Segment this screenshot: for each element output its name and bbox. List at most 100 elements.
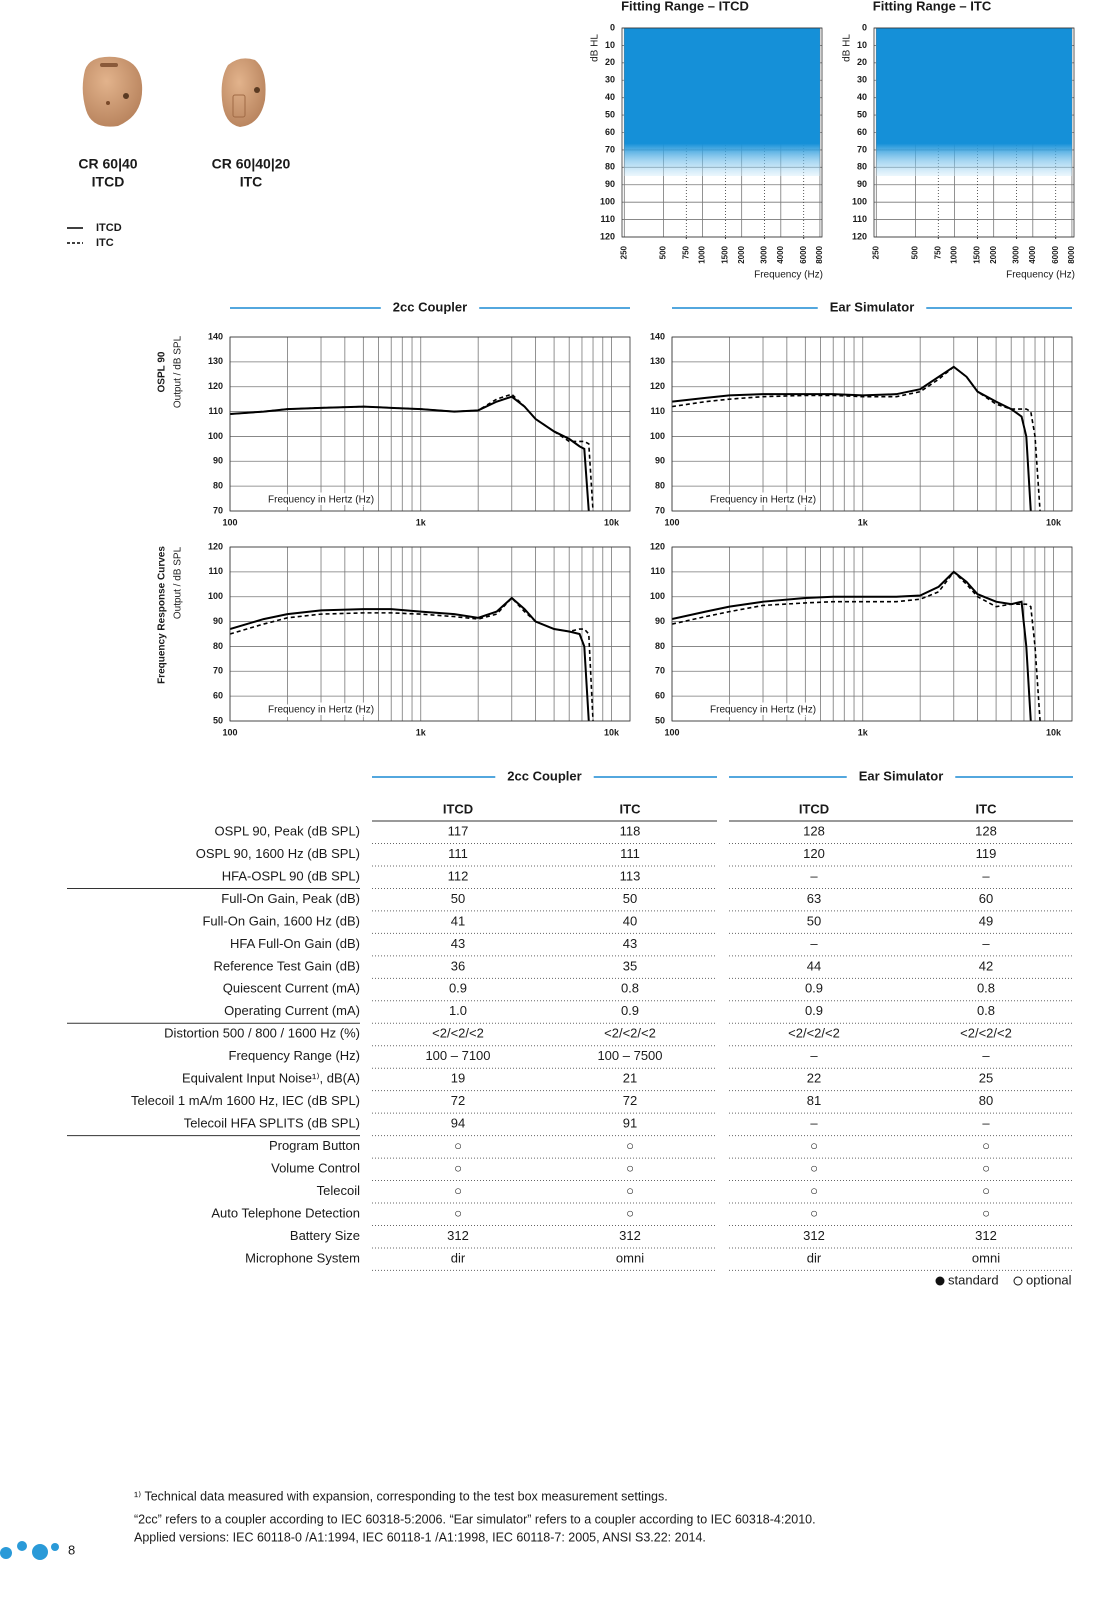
chart [671, 546, 1073, 722]
cell: 111 [620, 846, 640, 861]
product-model: CR 60|40 [78, 156, 137, 172]
y-tick-label: 50 [655, 715, 665, 725]
x-tick-label: 4000 [776, 245, 785, 263]
row-label: Telecoil [317, 1183, 360, 1198]
cell: 50 [623, 891, 637, 906]
x-tick-label: 4000 [1028, 245, 1037, 263]
cell: 0.8 [977, 981, 995, 996]
cell: – [810, 868, 818, 883]
cell: ○ [982, 1138, 990, 1153]
x-tick-label: 1k [858, 517, 869, 527]
plot-frame [621, 27, 823, 238]
cell: ○ [454, 1183, 462, 1198]
cell: 312 [447, 1228, 469, 1243]
cell: ○ [810, 1160, 818, 1175]
page-number: 8 [68, 1542, 75, 1557]
cell: ○ [454, 1160, 462, 1175]
cell: – [810, 936, 818, 951]
row-label: OSPL 90, 1600 Hz (dB SPL) [196, 846, 360, 861]
cell: 91 [623, 1116, 637, 1131]
product-style: ITC [240, 174, 263, 190]
cell: 0.8 [977, 1003, 995, 1018]
side-axis-label: Output / dB SPL [173, 546, 184, 619]
plot-frame [671, 546, 1073, 722]
cell: 312 [803, 1228, 825, 1243]
x-tick-label: 10k [604, 517, 620, 527]
x-tick-label: 500 [911, 245, 920, 259]
y-tick-label: 90 [655, 456, 665, 466]
row-label: Reference Test Gain (dB) [214, 958, 360, 973]
x-tick-label: 2000 [737, 245, 746, 263]
fitting-range-area [624, 28, 820, 177]
y-tick-label: 60 [605, 127, 615, 137]
chart-title: Fitting Range – ITCD [621, 0, 749, 13]
y-tick-label: 20 [605, 57, 615, 67]
x-tick-label: 1000 [698, 245, 707, 263]
cell: 19 [451, 1071, 465, 1086]
y-tick-label: 80 [605, 162, 615, 172]
y-tick-label: 20 [857, 57, 867, 67]
cell: 81 [807, 1093, 821, 1108]
y-tick-label: 100 [650, 591, 665, 601]
cell: ○ [810, 1183, 818, 1198]
cell: 312 [975, 1228, 997, 1243]
section-header: Ear Simulator [830, 299, 915, 314]
x-tick-label: 8000 [815, 245, 824, 263]
cell: 60 [979, 891, 993, 906]
cell: <2/<2/<2 [788, 1026, 840, 1041]
cell: <2/<2/<2 [960, 1026, 1012, 1041]
x-tick-label: 100 [222, 727, 237, 737]
row-label: Microphone System [245, 1250, 360, 1265]
y-tick-label: 0 [610, 22, 615, 32]
x-tick-label: 10k [604, 727, 620, 737]
cell: 128 [803, 823, 825, 838]
cell: 72 [451, 1093, 465, 1108]
x-tick-label: 10k [1046, 727, 1062, 737]
y-tick-label: 110 [208, 406, 223, 416]
cell: 41 [451, 913, 465, 928]
y-tick-label: 140 [650, 331, 665, 341]
y-axis-label: dB HL [842, 34, 853, 62]
cell: 21 [623, 1071, 637, 1086]
x-tick-label: 750 [681, 245, 690, 259]
chart-title: Fitting Range – ITC [873, 0, 992, 13]
y-tick-label: 10 [857, 40, 867, 50]
row-label: HFA-OSPL 90 (dB SPL) [222, 868, 360, 883]
y-tick-label: 80 [213, 641, 223, 651]
cell: 0.9 [449, 981, 467, 996]
row-label: Battery Size [290, 1228, 360, 1243]
y-axis-label: dB HL [590, 34, 601, 62]
legend-symbol [1013, 1276, 1023, 1286]
cell: – [982, 1116, 990, 1131]
cell: 112 [448, 868, 469, 883]
annotation: Frequency in Hertz (Hz) [268, 495, 374, 506]
y-tick-label: 80 [213, 481, 223, 491]
y-tick-label: 100 [208, 591, 223, 601]
row-label: Operating Current (mA) [224, 1003, 360, 1018]
footnote: ¹⁾ Technical data measured with expansio… [134, 1489, 668, 1503]
row-label: Full-On Gain, Peak (dB) [221, 891, 360, 906]
row-label: Program Button [269, 1138, 360, 1153]
row-label: Telecoil HFA SPLITS (dB SPL) [184, 1116, 360, 1131]
y-tick-label: 90 [213, 456, 223, 466]
annotation: Frequency in Hertz (Hz) [268, 705, 374, 716]
y-tick-label: 120 [650, 541, 665, 551]
cell: ○ [626, 1138, 634, 1153]
cell: 0.9 [621, 1003, 639, 1018]
cell: 63 [807, 891, 821, 906]
legend-label: ITCD [96, 222, 122, 234]
column-header: ITC [976, 801, 998, 816]
cell: 0.9 [805, 1003, 823, 1018]
cell: 94 [451, 1116, 465, 1131]
product-style: ITCD [92, 174, 125, 190]
y-tick-label: 70 [605, 144, 615, 154]
y-tick-label: 30 [857, 75, 867, 85]
cell: 36 [451, 958, 465, 973]
side-title: OSPL 90 [157, 351, 168, 392]
y-tick-label: 100 [600, 197, 615, 207]
y-tick-label: 60 [213, 691, 223, 701]
x-axis-label: Frequency (Hz) [754, 270, 823, 281]
section-header: Ear Simulator [859, 768, 944, 783]
legend-label: optional [1026, 1272, 1072, 1287]
